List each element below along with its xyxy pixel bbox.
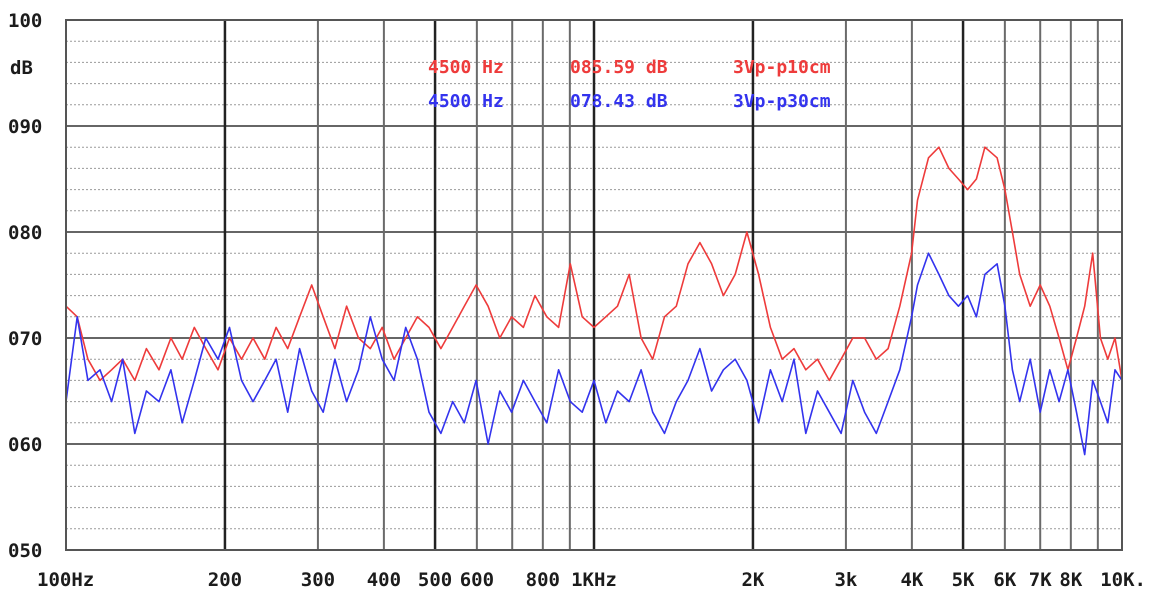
legend-freq: 4500 Hz (428, 57, 504, 78)
x-tick-label: 5K (952, 569, 975, 591)
legend-level: 078.43 dB (570, 91, 668, 112)
legend-condition: 3Vp-p30cm (733, 91, 831, 112)
x-tick-labels: 100Hz 200 300 400 500 600 800 1KHz 2K 3k 4K 5K 6K 7K 8… (37, 569, 1146, 591)
x-tick-label: 600 (460, 569, 494, 591)
y-tick-label: 050 (8, 540, 42, 562)
x-tick-label: 800 (526, 569, 560, 591)
y-tick-label: 080 (8, 222, 42, 244)
major-gridlines (66, 20, 1122, 550)
x-tick-label: 6K (993, 569, 1016, 591)
series-line-1 (65, 146, 1123, 382)
x-tick-label: 1KHz (571, 569, 617, 591)
legend-condition: 3Vp-p10cm (733, 57, 831, 78)
x-tick-label: 500 (418, 569, 452, 591)
legend-freq: 4500 Hz (428, 91, 504, 112)
series-layer (65, 146, 1123, 456)
x-tick-label: 300 (301, 569, 335, 591)
plot-frame (65, 19, 1123, 551)
y-tick-label: 070 (8, 328, 42, 350)
y-axis-unit-label: dB (10, 57, 33, 79)
x-tick-label: 100Hz (37, 569, 94, 591)
series-line-2 (65, 252, 1123, 456)
legend: 4500 Hz 085.59 dB 3Vp-p10cm 4500 Hz 078.43 d… (428, 57, 831, 112)
x-tick-label: 400 (367, 569, 401, 591)
x-tick-label: 4K (900, 569, 923, 591)
x-tick-label: 2K (741, 569, 764, 591)
x-tick-label: 200 (208, 569, 242, 591)
x-tick-label: 8K (1059, 569, 1082, 591)
y-tick-label: 100 (8, 10, 42, 32)
legend-level: 085.59 dB (570, 57, 668, 78)
x-tick-label: 3k (834, 569, 857, 591)
y-tick-labels: 100 090 080 070 060 050 (8, 10, 42, 562)
x-tick-label: 10K. (1100, 569, 1146, 591)
y-tick-label: 060 (8, 434, 42, 456)
x-tick-label: 7K (1029, 569, 1052, 591)
y-tick-label: 090 (8, 116, 42, 138)
